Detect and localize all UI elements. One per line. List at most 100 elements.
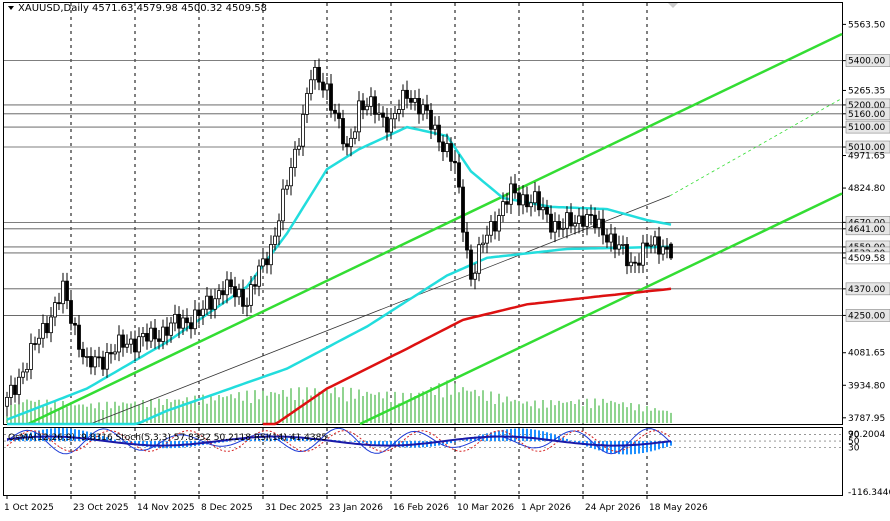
trend-channels <box>27 32 843 426</box>
candle-body <box>585 214 589 227</box>
candle-body <box>441 141 445 153</box>
candle-body <box>285 185 289 190</box>
candle-body <box>525 194 529 208</box>
oscillator-plot-frame <box>3 427 843 496</box>
candle-body <box>629 261 633 267</box>
candle-body <box>669 243 673 259</box>
candle-body <box>577 215 581 224</box>
candle-body <box>545 206 549 215</box>
candle-body <box>113 351 117 355</box>
candle-body <box>25 369 29 373</box>
candle-body <box>529 202 533 208</box>
candle-body <box>429 109 433 130</box>
candle-body <box>17 376 21 395</box>
price-label-box <box>845 309 890 322</box>
candle-body <box>173 313 177 324</box>
price-tick-label: 4250.00 <box>848 311 885 321</box>
candle-body <box>333 109 337 114</box>
time-tick-label: 1 Oct 2025 <box>4 503 54 513</box>
candle-body <box>329 83 333 111</box>
price-tick-label: 5160.00 <box>848 110 885 120</box>
price-tick-label: 4824.80 <box>848 184 885 194</box>
candle-body <box>409 97 413 103</box>
candle-body <box>489 221 493 236</box>
candle-body <box>261 258 265 267</box>
candle-body <box>133 338 137 353</box>
candle-body <box>341 118 345 145</box>
candle-body <box>385 116 389 133</box>
time-tick-label: 24 Apr 2026 <box>585 503 641 513</box>
candle-body <box>69 300 73 324</box>
price-tick-label: 5563.50 <box>848 20 885 30</box>
candle-body <box>97 356 101 359</box>
price-label-box <box>845 282 890 296</box>
candle-body <box>477 244 481 274</box>
candle-body <box>557 221 561 230</box>
candle-body <box>661 246 665 255</box>
candle-body <box>201 308 205 317</box>
candle-body <box>273 235 277 245</box>
candle-body <box>361 100 365 111</box>
candle-body <box>73 322 77 326</box>
candle-body <box>597 218 601 229</box>
stoch-signal-line <box>6 430 672 452</box>
candle-body <box>237 288 241 298</box>
candle-body <box>649 244 653 247</box>
candle-body <box>21 371 25 378</box>
price-tick-label: 3787.95 <box>848 414 885 424</box>
candle-body <box>433 124 437 130</box>
candle-body <box>209 295 213 310</box>
candle-body <box>325 83 329 91</box>
channel-mid-extension <box>669 97 843 197</box>
candle-body <box>437 124 441 143</box>
candle-body <box>533 191 537 204</box>
candle-body <box>153 327 157 340</box>
candle-body <box>65 280 69 301</box>
candle-body <box>445 143 449 153</box>
time-tick-label: 16 Feb 2026 <box>393 503 449 513</box>
candle-body <box>657 236 661 255</box>
candle-body <box>505 201 509 205</box>
candle-body <box>265 258 269 266</box>
candle-body <box>45 323 49 334</box>
candle-body <box>569 212 573 227</box>
channel-lower-line <box>359 192 843 426</box>
candle-body <box>193 309 197 330</box>
candle-body <box>421 104 425 115</box>
dropdown-arrow-icon[interactable] <box>8 6 14 10</box>
candle-body <box>541 206 545 211</box>
candle-body <box>485 234 489 244</box>
candle-body <box>105 352 109 370</box>
candle-body <box>217 290 221 300</box>
price-tick-label: 5100.00 <box>848 123 885 133</box>
candle-body <box>473 272 477 280</box>
candle-body <box>225 279 229 296</box>
candle-body <box>357 100 361 133</box>
candle-body <box>77 324 81 350</box>
candle-body <box>605 234 609 243</box>
candle-body <box>37 337 41 345</box>
candle-body <box>405 89 409 99</box>
candle-body <box>593 214 597 229</box>
candle-body <box>53 302 57 318</box>
candle-body <box>625 244 629 267</box>
candle-body <box>537 191 541 211</box>
price-tick-label: 5010.00 <box>848 143 885 153</box>
candle-body <box>213 298 217 310</box>
candle-body <box>457 162 461 188</box>
stoch-main-line <box>6 427 672 455</box>
time-tick-label: 31 Dec 2025 <box>265 503 323 513</box>
candle-body <box>501 201 505 216</box>
price-label-box <box>845 120 890 134</box>
candle-body <box>41 323 45 339</box>
candle-body <box>145 333 149 342</box>
candle-body <box>497 215 501 232</box>
candle-body <box>121 334 125 348</box>
candle-body <box>185 317 189 324</box>
candle-body <box>321 81 325 91</box>
candle-body <box>281 188 285 222</box>
price-tick-label: 4370.00 <box>848 285 885 295</box>
